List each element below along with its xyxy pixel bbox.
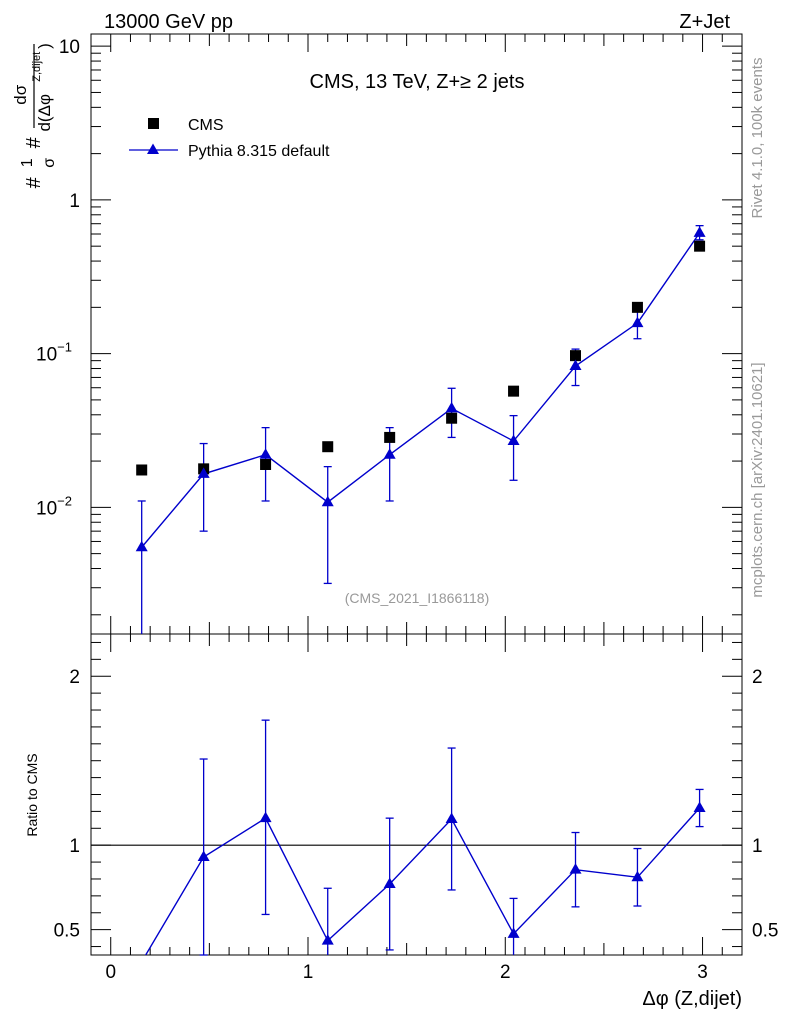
ratio-data-point — [693, 801, 706, 813]
main-y-axis-label: # 1 σ # dσ d(Δφ Z,dijet ) — [11, 43, 58, 188]
ylabel-close: ) — [35, 43, 54, 49]
x-tick-label: 3 — [697, 962, 708, 983]
ratio-data-point — [507, 927, 520, 938]
ratio-data-point — [569, 863, 582, 874]
ratio-y-tick-label-left: 1 — [69, 836, 80, 857]
mc-data-point — [569, 359, 582, 371]
legend-cms-label: CMS — [188, 117, 224, 134]
ratio-data-point — [383, 877, 396, 889]
ylabel-hash2: # — [23, 136, 45, 148]
ratio-data-point — [631, 870, 644, 882]
ratio-y-tick-label-left: 0.5 — [54, 921, 80, 942]
y-tick-label: 10−2 — [36, 493, 72, 519]
ratio-plot-marks — [91, 719, 742, 956]
mc-data-point — [321, 495, 334, 507]
ratio-data-point — [445, 812, 458, 823]
ratio-data-point — [197, 850, 210, 862]
mc-data-point — [445, 401, 458, 413]
rivet-label: Rivet 4.1.0, 100k events — [749, 58, 766, 219]
y-tick-label: 10−1 — [36, 340, 72, 366]
cms-data-point — [322, 441, 334, 453]
ylabel-sigma: σ — [41, 158, 58, 168]
main-plot-marks — [135, 224, 706, 634]
ylabel-num: dσ — [11, 84, 30, 104]
header-right: Z+Jet — [679, 11, 730, 33]
ylabel-sup: Z,dijet — [31, 52, 43, 82]
cms-data-point — [260, 458, 272, 470]
x-tick-label: 0 — [105, 962, 116, 983]
ratio-y-tick-label-right: 1 — [752, 836, 763, 857]
mc-data-point — [197, 467, 210, 478]
ratio-y-tick-label-right: 2 — [752, 667, 763, 688]
analysis-watermark: (CMS_2021_I1866118) — [345, 590, 490, 606]
ratio-axis-ticks: 0.5 0.5 1 1 2 2 0 1 2 3 — [54, 634, 778, 983]
x-axis-label: Δφ (Z,dijet) — [642, 988, 742, 1010]
cms-data-point — [570, 350, 582, 362]
x-tick-label: 2 — [500, 962, 511, 983]
y-tick-label: 1 — [69, 191, 80, 212]
main-axis-ticks: 10−2 10−1 1 10 — [36, 34, 743, 634]
x-tick-label: 1 — [303, 962, 314, 983]
legend-mc-label: Pythia 8.315 default — [188, 143, 330, 160]
ratio-panel-frame — [90, 633, 743, 956]
mc-data-point — [507, 434, 520, 446]
cms-data-point — [136, 464, 148, 476]
ylabel-hash1: # — [23, 176, 45, 188]
cms-data-point — [508, 385, 520, 397]
ylabel-den: d(Δφ — [35, 94, 54, 132]
mc-data-point — [259, 448, 272, 459]
ylabel-one: 1 — [19, 158, 36, 167]
ratio-y-axis-label: Ratio to CMS — [24, 753, 40, 836]
ratio-y-tick-label-left: 2 — [69, 667, 80, 688]
mc-data-point — [383, 448, 396, 459]
legend-mc-marker — [147, 143, 159, 154]
y-tick-label: 10 — [59, 37, 80, 58]
legend: CMS Pythia 8.315 default — [129, 117, 330, 160]
mcplots-label: mcplots.cern.ch [arXiv:2401.10621] — [749, 362, 766, 597]
ratio-data-point — [321, 934, 334, 945]
ratio-data-point — [259, 811, 272, 823]
legend-cms-marker — [148, 118, 159, 129]
cms-data-point — [631, 301, 643, 313]
ratio-y-tick-label-right: 0.5 — [752, 921, 778, 942]
mc-data-point — [693, 226, 706, 237]
cms-data-point — [446, 412, 458, 424]
header-left: 13000 GeV pp — [104, 11, 233, 33]
mc-data-point — [135, 540, 148, 552]
mc-series-line — [141, 232, 701, 548]
mc-data-point — [631, 316, 644, 328]
ratio-series-line — [144, 807, 701, 955]
cms-data-point — [384, 431, 396, 443]
main-title: CMS, 13 TeV, Z+≥ 2 jets — [310, 71, 525, 93]
cms-data-point — [694, 240, 706, 252]
